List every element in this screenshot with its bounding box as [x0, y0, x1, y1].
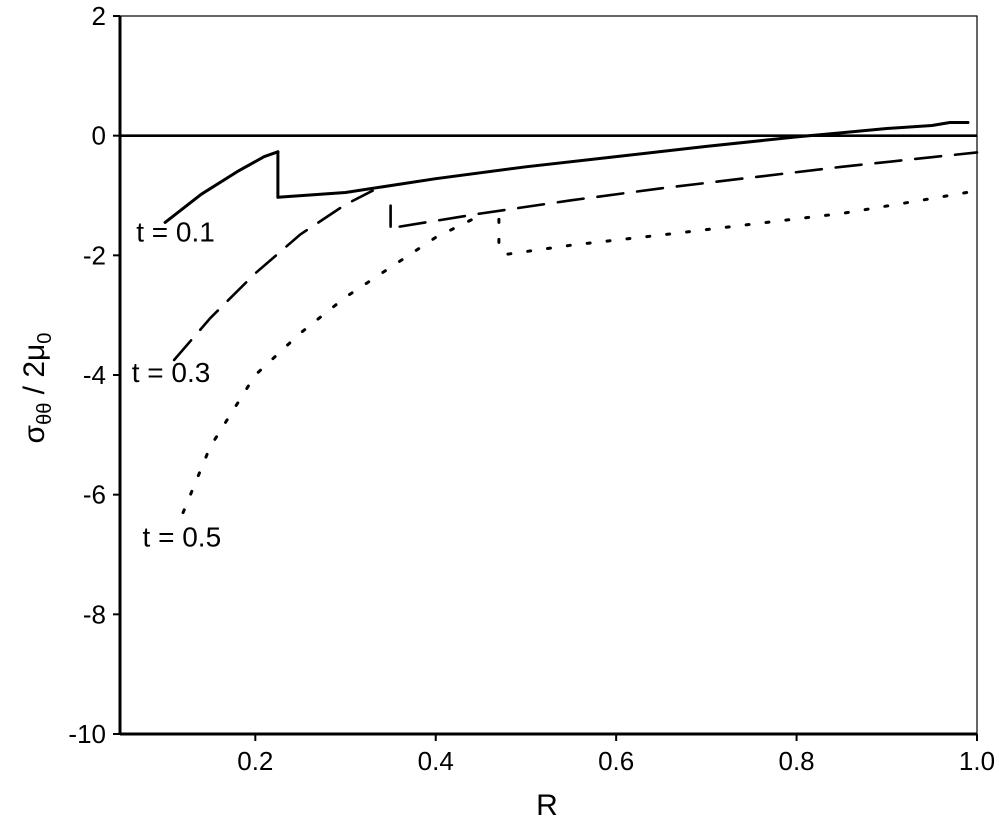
x-axis-label: R: [536, 789, 558, 822]
y-tick-label: -2: [83, 240, 106, 270]
y-label-sub1: θθ: [34, 403, 56, 425]
series-annotations: t = 0.1 t = 0.3 t = 0.5: [132, 216, 221, 552]
y-axis-label: σθθ / 2μ0: [18, 333, 56, 444]
series-annotation: t = 0.5: [143, 522, 222, 553]
y-label-sigma: σ: [18, 424, 51, 443]
series-t-0-5: [181, 189, 979, 515]
x-ticks: 0.2 0.4 0.6 0.8 1.0: [237, 734, 995, 776]
series-annotation: t = 0.1: [136, 216, 215, 247]
series-line-segment: [172, 189, 374, 362]
y-ticks: 2 0 -2 -4 -6 -8 -10: [68, 1, 120, 749]
series-group: [163, 121, 979, 515]
y-tick-label: -6: [83, 480, 106, 510]
x-tick-label: 1.0: [959, 746, 995, 776]
y-tick-label: -8: [83, 599, 106, 629]
series-line-segment: [163, 150, 280, 224]
y-tick-label: -10: [68, 719, 106, 749]
x-tick-label: 0.4: [418, 746, 454, 776]
y-label-slash: / 2: [18, 361, 51, 403]
y-label-sub2: 0: [34, 333, 56, 344]
y-tick-label: 0: [92, 121, 106, 151]
series-line-segment: [398, 151, 979, 228]
y-tick-label: -4: [83, 360, 106, 390]
series-line-segment: [181, 213, 483, 515]
series-annotation: t = 0.3: [132, 357, 211, 388]
y-label-mu: μ: [18, 344, 51, 361]
series-line-segment: [506, 189, 979, 256]
x-tick-label: 0.2: [237, 746, 273, 776]
series-t-0-1: [163, 121, 970, 224]
series-line-segment: [276, 121, 970, 199]
y-tick-label: 2: [92, 1, 106, 31]
plot-frame: [119, 15, 978, 735]
series-t-0-3: [172, 151, 979, 362]
x-tick-label: 0.8: [779, 746, 815, 776]
x-tick-label: 0.6: [598, 746, 634, 776]
